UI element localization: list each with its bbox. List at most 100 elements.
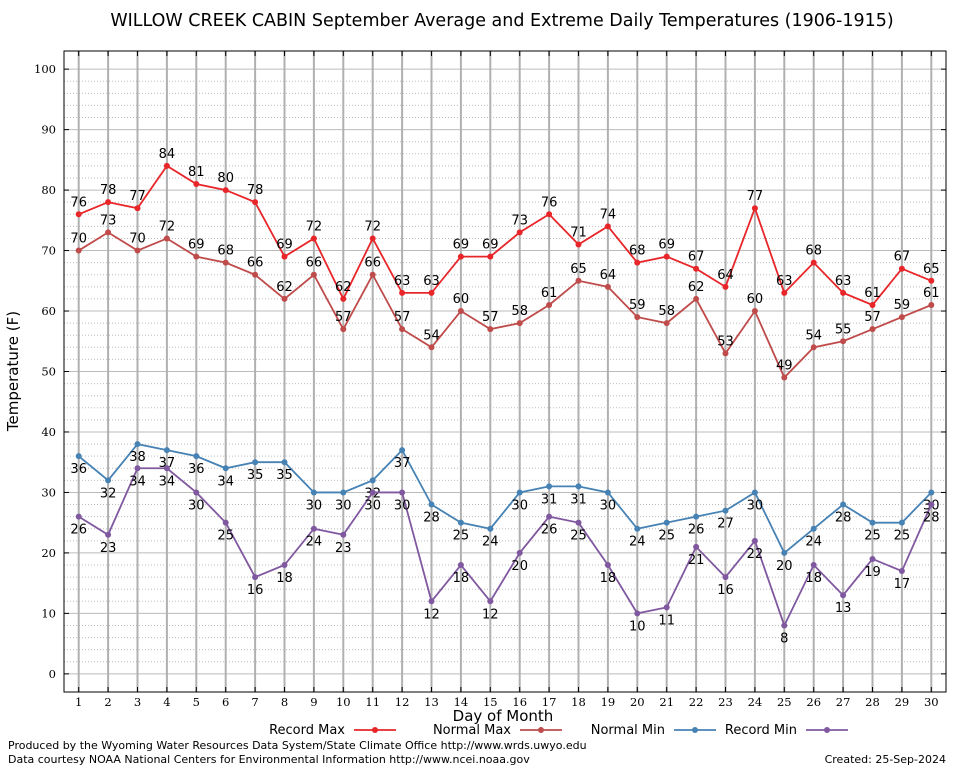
data-point-normal-max <box>163 235 170 242</box>
data-label-record-min: 18 <box>805 571 822 586</box>
data-label-normal-min: 32 <box>100 486 117 501</box>
data-label-record-max: 61 <box>864 286 881 301</box>
data-label-record-max: 76 <box>70 195 87 210</box>
data-label-record-min: 30 <box>364 498 381 513</box>
data-label-record-max: 69 <box>276 238 293 253</box>
data-label-record-max: 68 <box>629 244 646 259</box>
data-point-normal-min <box>751 489 758 496</box>
data-point-normal-min <box>457 519 464 526</box>
data-point-record-min <box>399 489 406 496</box>
data-point-record-max <box>722 283 729 290</box>
data-point-record-max <box>487 253 494 260</box>
data-label-normal-min: 25 <box>864 529 881 544</box>
data-label-record-max: 65 <box>923 262 940 277</box>
data-point-record-min <box>193 489 200 496</box>
data-point-normal-min <box>928 489 935 496</box>
data-label-record-max: 81 <box>188 165 205 180</box>
data-point-record-max <box>898 265 905 272</box>
data-point-record-min <box>163 465 170 472</box>
data-point-normal-max <box>928 301 935 308</box>
data-point-record-min <box>869 555 876 562</box>
data-point-normal-max <box>898 314 905 321</box>
data-point-normal-min <box>604 489 611 496</box>
data-point-record-max <box>575 241 582 248</box>
data-label-record-max: 69 <box>482 238 499 253</box>
data-label-normal-max: 54 <box>423 328 440 343</box>
data-label-normal-min: 25 <box>894 529 911 544</box>
series-line-normal-min <box>78 443 932 555</box>
data-label-record-max: 74 <box>600 207 617 222</box>
data-label-record-min: 26 <box>541 523 558 538</box>
data-label-normal-min: 30 <box>306 498 323 513</box>
data-point-normal-max <box>487 326 494 333</box>
x-tick-label: 11 <box>365 695 380 709</box>
x-tick-label: 9 <box>310 695 317 709</box>
x-tick-label: 18 <box>571 695 586 709</box>
data-label-record-min: 23 <box>335 541 352 556</box>
data-label-record-min: 30 <box>188 498 205 513</box>
data-label-normal-max: 66 <box>364 256 381 271</box>
data-label-normal-min: 35 <box>276 468 293 483</box>
y-tick-label: 70 <box>41 244 56 258</box>
data-point-normal-max <box>634 314 641 321</box>
x-tick-label: 10 <box>336 695 351 709</box>
data-label-normal-min: 38 <box>129 450 146 465</box>
data-point-normal-min <box>722 507 729 514</box>
data-label-normal-min: 26 <box>688 523 705 538</box>
data-point-record-max <box>193 181 200 188</box>
data-point-record-max <box>634 259 641 266</box>
series-normal-min: 3632383736343535303032372825243031313024… <box>70 441 940 574</box>
data-label-record-min: 23 <box>100 541 117 556</box>
data-label-record-max: 72 <box>306 219 323 234</box>
data-label-record-max: 80 <box>217 171 234 186</box>
series-normal-max: 70 73 70 72 69 68 66 62 66 57 66 57 54 60 57 58 61 65 64 59… <box>70 213 940 381</box>
y-tick-label: 20 <box>41 546 56 560</box>
data-label-normal-min: 25 <box>658 529 675 544</box>
data-label-normal-min: 35 <box>247 468 264 483</box>
y-tick-label: 30 <box>41 485 56 499</box>
data-label-record-min: 11 <box>658 613 675 628</box>
data-label-normal-min: 30 <box>600 498 617 513</box>
data-point-normal-max <box>722 350 729 357</box>
x-tick-label: 23 <box>718 695 733 709</box>
data-point-normal-max <box>663 320 670 327</box>
legend-marker <box>372 727 378 733</box>
data-label-record-min: 30 <box>394 498 411 513</box>
x-tick-label: 30 <box>924 695 939 709</box>
data-label-record-max: 73 <box>511 213 528 228</box>
data-label-normal-max: 59 <box>894 298 911 313</box>
footer-produced-by: Produced by the Wyoming Water Resources … <box>8 739 587 752</box>
data-label-record-min: 22 <box>747 547 764 562</box>
x-tick-label: 19 <box>601 695 616 709</box>
legend-marker <box>692 727 698 733</box>
data-label-record-min: 21 <box>688 553 705 568</box>
x-tick-label: 17 <box>542 695 557 709</box>
y-axis-title: Temperature (F) <box>4 311 22 432</box>
data-point-record-max <box>810 259 817 266</box>
series-record-max: 76 78 77 84 81 80 78 69 72 62 72 63 63 69 69 73 76 71 74 68… <box>70 147 940 308</box>
data-label-normal-max: 49 <box>776 359 793 374</box>
data-label-record-min: 19 <box>864 565 881 580</box>
data-point-normal-max <box>840 338 847 345</box>
data-label-record-min: 12 <box>423 607 440 622</box>
data-point-record-min <box>575 519 582 526</box>
data-label-record-min: 28 <box>923 511 940 526</box>
data-label-record-min: 26 <box>70 523 87 538</box>
data-point-record-max <box>310 235 317 242</box>
data-point-normal-min <box>310 489 317 496</box>
data-point-normal-max <box>457 308 464 315</box>
data-point-normal-min <box>369 477 376 484</box>
data-label-record-min: 34 <box>129 474 146 489</box>
data-label-record-max: 67 <box>688 250 705 265</box>
data-label-normal-max: 60 <box>747 292 764 307</box>
series-record-min: 26 23 34 34 30 25 16 18 24 23 30 30 12 18 12 20 26 25 18 10… <box>70 465 940 646</box>
data-point-normal-min <box>810 525 817 532</box>
data-point-normal-min <box>546 483 553 490</box>
data-point-normal-max <box>134 247 141 254</box>
data-point-record-min <box>281 562 288 569</box>
data-point-record-min <box>722 574 729 581</box>
data-point-record-min <box>75 513 82 520</box>
data-point-normal-max <box>369 271 376 278</box>
